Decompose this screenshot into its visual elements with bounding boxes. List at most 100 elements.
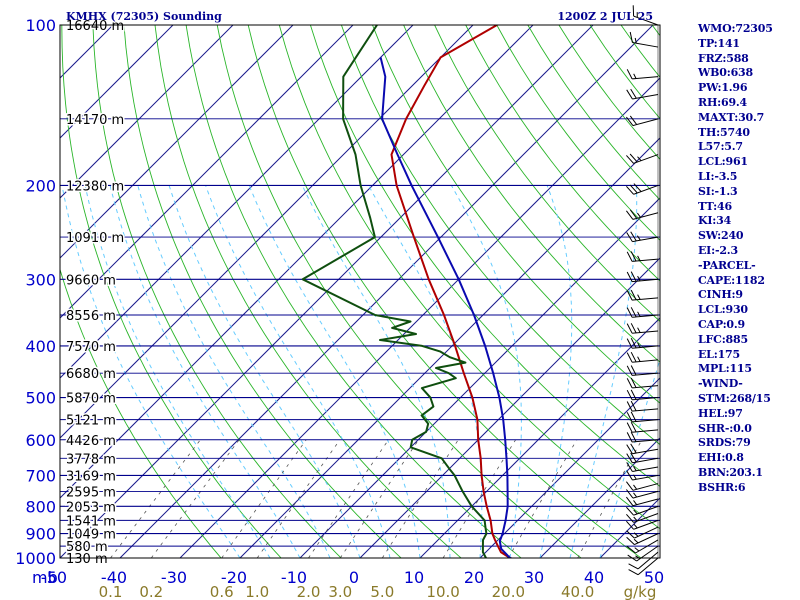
isotherm-line xyxy=(60,25,294,259)
mixing-ratio-label: 1.0 xyxy=(245,583,269,600)
wind-barb xyxy=(626,443,659,455)
height-label: 6680 m xyxy=(66,367,116,382)
wind-barb xyxy=(626,452,659,464)
pressure-tick-label: 500 xyxy=(25,389,56,408)
dry-adiabat-line xyxy=(465,25,660,282)
temperature-profile-line xyxy=(390,25,514,558)
isotherm-line xyxy=(119,25,654,558)
isotherm-line xyxy=(179,77,660,558)
mixing-ratio-line xyxy=(381,439,459,558)
sounding-index-item: BSHR:6 xyxy=(698,480,746,494)
sounding-index-item: SI:-1.3 xyxy=(698,184,738,198)
dry-adiabat-line xyxy=(154,25,462,558)
mixing-ratio-line xyxy=(308,439,389,558)
mixing-ratio-label: 5.0 xyxy=(370,583,394,600)
height-label: 1541 m xyxy=(66,514,116,529)
sounding-index-item: L57:5.7 xyxy=(698,140,743,154)
mixing-ratio-label: 40.0 xyxy=(561,583,594,600)
dry-adiabat-line xyxy=(434,25,660,323)
sounding-index-item: SHR-:0.0 xyxy=(698,421,752,435)
wind-barb xyxy=(626,307,659,318)
sounding-index-item: MAXT:30.7 xyxy=(698,110,765,124)
background-grid xyxy=(60,25,660,558)
sounding-index-item: CAP:0.9 xyxy=(698,317,745,331)
sounding-index-item: EHI:0.8 xyxy=(698,451,744,465)
mixing-ratio-label: 0.2 xyxy=(139,583,163,600)
height-label: 5870 m xyxy=(66,392,116,407)
sounding-index-item: PW:1.96 xyxy=(698,81,748,95)
wind-barb xyxy=(626,69,659,80)
temperature-tick-label: 0 xyxy=(349,568,359,587)
dewpoint-profile-line xyxy=(301,25,488,558)
temperature-tick-label: -30 xyxy=(161,568,187,587)
sounding-index-item: TT:46 xyxy=(698,199,732,213)
mixing-ratio-unit-label: g/kg xyxy=(624,583,657,600)
sounding-index-item: FRZ:588 xyxy=(698,51,749,65)
sounding-index-item: CINH:9 xyxy=(698,288,743,302)
dry-adiabat-line xyxy=(185,25,522,558)
wind-barb xyxy=(626,431,659,443)
wind-barb xyxy=(626,289,659,301)
wind-barb xyxy=(626,251,659,262)
mixing-ratio-label: 0.1 xyxy=(99,583,123,600)
sounding-index-item: MPL:115 xyxy=(698,362,752,376)
wind-barb xyxy=(626,400,659,412)
parcel-profile-line xyxy=(379,57,514,558)
temperature-tick-label: 40 xyxy=(584,568,604,587)
sounding-index-item: -WIND- xyxy=(698,377,743,391)
sounding-index-item: TP:141 xyxy=(698,36,740,50)
sounding-index-item: WB0:638 xyxy=(698,66,753,80)
height-label: 7570 m xyxy=(66,340,116,355)
height-labels: 16640 m 14170 m 12380 m 10910 m 9660 m 8556 m… xyxy=(65,18,126,569)
wind-barb xyxy=(626,489,659,499)
moist-adiabat-line xyxy=(368,185,483,558)
pressure-tick-label: 600 xyxy=(25,431,56,450)
mixing-ratio-line xyxy=(442,439,516,558)
wind-barb xyxy=(626,115,659,127)
sounding-index-item: BRN:203.1 xyxy=(698,465,763,479)
temperature-tick-label: -10 xyxy=(281,568,307,587)
pressure-tick-label: 800 xyxy=(25,497,56,516)
temperature-tick-label: 10 xyxy=(404,568,424,587)
mixing-ratio-label: 2.0 xyxy=(297,583,321,600)
isotherm-line xyxy=(60,25,534,499)
sounding-index-item: SRDS:79 xyxy=(698,436,751,450)
dry-adiabat-line xyxy=(372,25,660,404)
wind-barb xyxy=(626,519,659,530)
sounding-index-item: CAPE:1182 xyxy=(698,273,765,287)
height-label: 9660 m xyxy=(66,273,116,288)
height-label: 4426 m xyxy=(66,434,116,449)
wind-barb xyxy=(626,323,659,334)
pressure-tick-label: 100 xyxy=(25,16,56,35)
moist-adiabat-line xyxy=(168,185,361,558)
isotherm-line xyxy=(299,197,660,558)
wind-barb xyxy=(632,5,659,26)
pressure-tick-label: 900 xyxy=(25,525,56,544)
pressure-tick-label: 1000 xyxy=(15,549,56,568)
isotherm-line xyxy=(60,25,234,199)
wind-barb xyxy=(626,411,659,423)
isotherm-line xyxy=(60,25,414,379)
isotherm-line xyxy=(60,25,174,139)
sounding-index-item: SW:240 xyxy=(698,229,744,243)
isotherm-line xyxy=(479,377,660,558)
height-label: 2595 m xyxy=(66,485,116,500)
wind-barb xyxy=(626,462,659,472)
pressure-tick-label: 400 xyxy=(25,337,56,356)
sounding-index-item: EL:175 xyxy=(698,347,740,361)
mixing-ratio-label: 10.0 xyxy=(426,583,459,600)
wind-barb xyxy=(626,377,659,389)
sounding-index-item: LCL:961 xyxy=(698,155,748,169)
pressure-tick-label: 700 xyxy=(25,466,56,485)
sounding-profiles xyxy=(301,25,514,558)
temperature-tick-label: 20 xyxy=(464,568,484,587)
wind-barb xyxy=(626,351,659,363)
wind-barb xyxy=(626,271,659,283)
wind-barb xyxy=(626,470,659,481)
dry-adiabat-line xyxy=(123,25,402,558)
wind-barb xyxy=(626,505,659,516)
wind-barb xyxy=(626,389,659,401)
wind-barb xyxy=(627,545,659,562)
isotherm-line xyxy=(60,25,474,439)
